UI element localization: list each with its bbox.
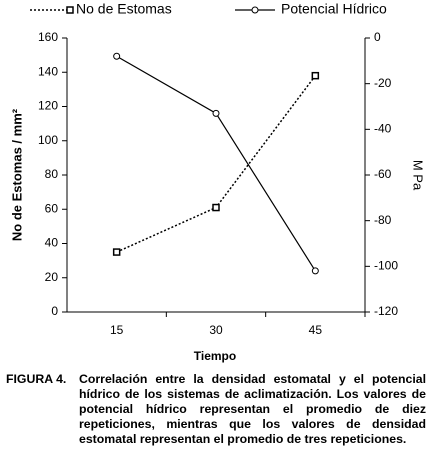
y2-tick-label: -120 xyxy=(374,304,398,318)
series-line xyxy=(116,75,316,253)
point xyxy=(212,109,220,117)
x-tick-label: 15 xyxy=(110,323,124,337)
legend-marker xyxy=(251,6,259,14)
y2-tick-label: -40 xyxy=(374,122,392,136)
y2-tick-label: -100 xyxy=(374,259,398,273)
caption-label: FIGURA 4. xyxy=(6,372,67,386)
y-axis-label: No de Estomas / mm² xyxy=(9,108,24,241)
y-tick-label: 20 xyxy=(45,270,59,284)
y-tick-label: 80 xyxy=(45,167,59,181)
point xyxy=(112,248,121,256)
y2-tick-label: -60 xyxy=(374,167,392,181)
y-tick-label: 120 xyxy=(38,99,58,113)
chart: Tiempo No de Estomas / mm² M Pa 0 20 40 60 8… xyxy=(9,1,426,363)
y-tick-label: 100 xyxy=(38,133,58,147)
x-tick-label: 30 xyxy=(209,323,223,337)
y-tick-label: 40 xyxy=(45,236,59,250)
legend-marker xyxy=(66,6,74,14)
x-axis-label: Tiempo xyxy=(194,349,236,363)
caption-text: Correlación entre la densidad estomatal … xyxy=(79,372,426,446)
y2-tick-label: -20 xyxy=(374,76,392,90)
y2-axis-label: M Pa xyxy=(411,160,426,191)
y-tick-label: 140 xyxy=(38,64,58,78)
point xyxy=(311,267,319,275)
legend-label: Potencial Hídrico xyxy=(281,1,387,17)
legend-label: No de Estomas xyxy=(76,1,172,17)
y-tick-label: 60 xyxy=(45,201,59,215)
point xyxy=(212,203,220,212)
caption: FIGURA 4. Correlación entre la densidad … xyxy=(6,372,426,447)
y-tick-label: 0 xyxy=(51,304,58,318)
point xyxy=(113,52,121,60)
y-tick-label: 160 xyxy=(38,30,58,44)
x-tick-label: 45 xyxy=(309,323,323,337)
y2-tick-label: 0 xyxy=(374,30,381,44)
point xyxy=(311,71,320,80)
y2-tick-label: -80 xyxy=(374,213,392,227)
